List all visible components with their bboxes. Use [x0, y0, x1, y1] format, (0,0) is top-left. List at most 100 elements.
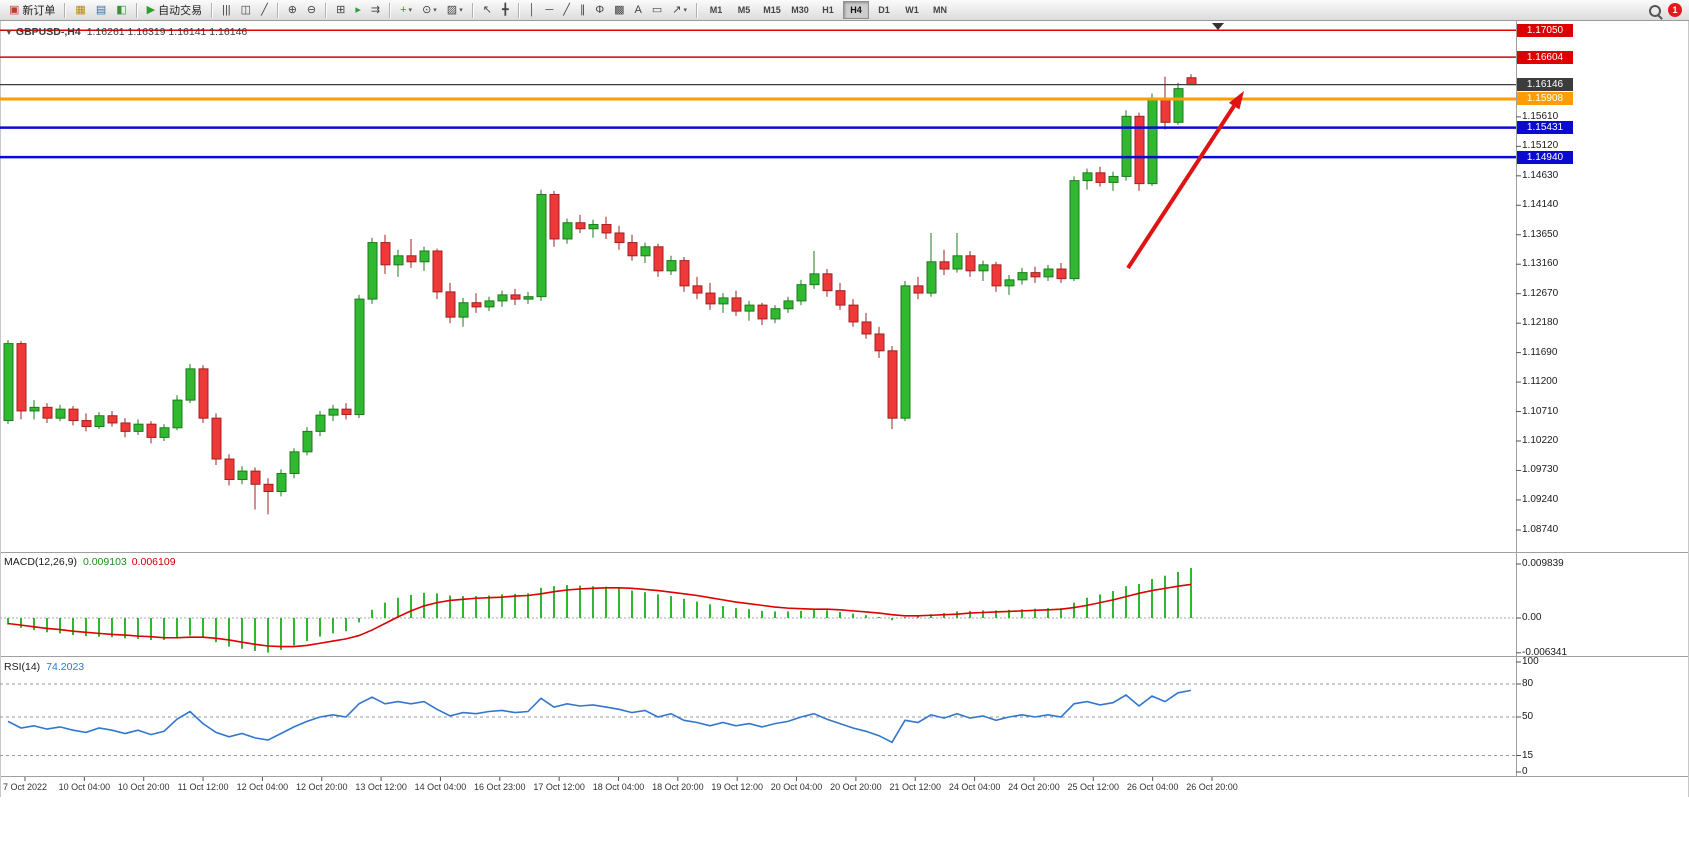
pane-separators[interactable] [0, 21, 1689, 797]
templates-button[interactable]: ▨ ▾ [443, 0, 467, 20]
price-tick-label: 1.11200 [1522, 376, 1558, 388]
time-axis-ticks [24, 777, 1213, 781]
indicators-icon: + [400, 4, 407, 16]
cursor-tool-icon: ↖ [482, 4, 492, 16]
auto-trading-button[interactable]: ▶ 自动交易 [143, 0, 206, 20]
price-tick-label: 1.13650 [1522, 228, 1559, 240]
rsi-scale-label: 50 [1522, 711, 1534, 722]
auto-trading-icon: ▶ [146, 4, 156, 16]
timeframe-button-h4[interactable]: H4 [843, 1, 870, 19]
time-tick-label: 24 Oct 04:00 [948, 782, 1001, 792]
shapes-tool-button[interactable]: ▩ [610, 0, 628, 20]
macd-scale-label: -0.006341 [1522, 646, 1568, 658]
channel-tool-button[interactable]: ∥ [576, 0, 590, 20]
line-price-label: 1.16604 [1517, 50, 1573, 64]
timeframe-button-mn[interactable]: MN [933, 5, 948, 15]
candlesticks [3, 74, 1197, 515]
zoom-in-button[interactable]: ⊕ [284, 0, 301, 20]
price-scale-ticks [1516, 116, 1521, 773]
time-tick-label: 26 Oct 04:00 [1126, 782, 1179, 792]
line-chart-type-icon: ╱ [261, 4, 268, 16]
tile-windows-button[interactable]: ⊞ [332, 0, 349, 20]
timeframe-button-m5[interactable]: M5 [737, 5, 751, 15]
data-window-icon[interactable]: ◧ [112, 0, 130, 20]
collapse-triangle-icon[interactable]: ▼ [5, 28, 13, 37]
chart-shift-marker-icon[interactable] [1212, 23, 1224, 30]
trend-arrow-annotation[interactable] [1126, 91, 1244, 270]
time-tick-label: 18 Oct 04:00 [592, 782, 645, 792]
rsi-label: RSI(14) [4, 661, 41, 673]
toolbar-separator [64, 2, 67, 18]
chart-window-icon[interactable]: ▦ [71, 0, 89, 20]
timeframe-button-m30[interactable]: M30 [791, 5, 809, 15]
vertical-line-tool-icon: │ [528, 4, 536, 16]
timeframe-button-h1[interactable]: H1 [822, 5, 834, 15]
ohlc-values: 1.16261 1.16319 1.16141 1.16146 [86, 26, 248, 38]
symbol-period-label: GBPUSD-,H4 [15, 26, 81, 38]
rsi-scale-label: 80 [1522, 678, 1534, 689]
zoom-out-icon: ⊖ [306, 4, 317, 16]
new-order-icon: ▣ [9, 4, 20, 16]
toolbar-separator [471, 2, 474, 18]
time-axis[interactable]: 7 Oct 2022 10 Oct 04:00 10 Oct 20:00 11 Oct… [0, 777, 1689, 797]
time-tick-label: 25 Oct 12:00 [1067, 782, 1120, 792]
text-label-tool-icon: ▭ [651, 4, 663, 16]
zoom-in-icon: ⊕ [287, 4, 297, 16]
toolbar-buttons: ▣ 新订单 ▦ ▤ ◧ ▶ 自动交易 ||| ◫ ╱ ⊕ ⊖ ⊞ ▸ ⇉ + ▾ ⊙ ▾ ▨ ▾ ↖ ╋ │ ─ ╱ ∥ Φ ▩ A ▭ ↗ ▾… [4, 0, 954, 20]
arrow-tool-button[interactable]: ↗ ▾ [668, 0, 691, 20]
bar-chart-type-icon: ||| [222, 4, 231, 16]
candlestick-chart-type-icon: ◫ [240, 4, 252, 16]
time-tick-label: 11 Oct 12:00 [177, 782, 229, 792]
fibonacci-tool-button[interactable]: Φ [591, 0, 608, 20]
shapes-tool-icon: ▩ [614, 4, 625, 16]
macd-scale-label: 0.009839 [1522, 557, 1564, 569]
periods-icon: ⊙ [422, 4, 432, 16]
price-tick-label: 1.15610 [1522, 110, 1559, 122]
current-price-label: 1.16146 [1517, 78, 1573, 92]
line-chart-type-button[interactable]: ╱ [257, 0, 272, 20]
text-label-tool-button[interactable]: ▭ [648, 0, 666, 20]
main-toolbar: ▣ 新订单 ▦ ▤ ◧ ▶ 自动交易 ||| ◫ ╱ ⊕ ⊖ ⊞ ▸ ⇉ + ▾ ⊙ ▾ ▨ ▾ ↖ ╋ │ ─ ╱ ∥ Φ ▩ A ▭ ↗ ▾… [0, 0, 1689, 21]
timeframe-button-m1[interactable]: M1 [709, 5, 723, 15]
toolbar-separator [211, 2, 214, 18]
auto-scroll-button[interactable]: ▸ [351, 0, 365, 20]
price-tick-label: 1.14630 [1522, 169, 1559, 181]
auto-trading-button-label: 自动交易 [158, 5, 203, 17]
macd-label: MACD(12,26,9) [4, 556, 77, 568]
bar-chart-type-button[interactable]: ||| [218, 0, 235, 20]
chart-shift-button[interactable]: ⇉ [367, 0, 384, 20]
indicators-button[interactable]: + ▾ [396, 0, 416, 20]
periods-button[interactable]: ⊙ ▾ [418, 0, 441, 20]
macd-scale-label: 0.00 [1522, 612, 1542, 623]
time-tick-label: 20 Oct 20:00 [830, 782, 882, 792]
timeframe-button-w1[interactable]: W1 [905, 5, 919, 15]
search-icon[interactable] [1649, 5, 1661, 17]
market-watch-icon-icon: ▤ [95, 4, 107, 16]
timeframe-button-m15[interactable]: M15 [763, 5, 781, 15]
vertical-line-tool-button[interactable]: │ [525, 0, 540, 20]
price-tick-label: 1.09240 [1522, 493, 1559, 505]
chevron-down-icon: ▾ [433, 7, 437, 14]
text-tool-button[interactable]: A [631, 0, 646, 20]
trendline-tool-button[interactable]: ╱ [559, 0, 574, 20]
macd-indicator [0, 568, 1516, 653]
price-tick-label: 1.10710 [1522, 405, 1559, 417]
crosshair-tool-button[interactable]: ╋ [498, 0, 513, 20]
price-tick-label: 1.12670 [1522, 287, 1559, 299]
zoom-out-button[interactable]: ⊖ [303, 0, 320, 20]
symbol-header[interactable]: ▼ GBPUSD-,H4 1.16261 1.16319 1.16141 1.161… [5, 26, 247, 38]
horizontal-line-tool-button[interactable]: ─ [541, 0, 557, 20]
price-tick-label: 1.13160 [1522, 258, 1559, 270]
timeframe-button-d1[interactable]: D1 [878, 5, 890, 15]
new-order-button[interactable]: ▣ 新订单 [5, 0, 59, 20]
cursor-tool-button[interactable]: ↖ [479, 0, 496, 20]
notification-badge[interactable]: 1 [1668, 3, 1682, 17]
price-tick-label: 1.08740 [1522, 524, 1559, 535]
market-watch-icon[interactable]: ▤ [92, 0, 110, 20]
time-tick-label: 21 Oct 12:00 [889, 782, 942, 792]
candlestick-chart-type-button[interactable]: ◫ [237, 0, 255, 20]
chart-shift-icon: ⇉ [370, 4, 381, 16]
rsi-scale-label: 0 [1522, 766, 1528, 777]
